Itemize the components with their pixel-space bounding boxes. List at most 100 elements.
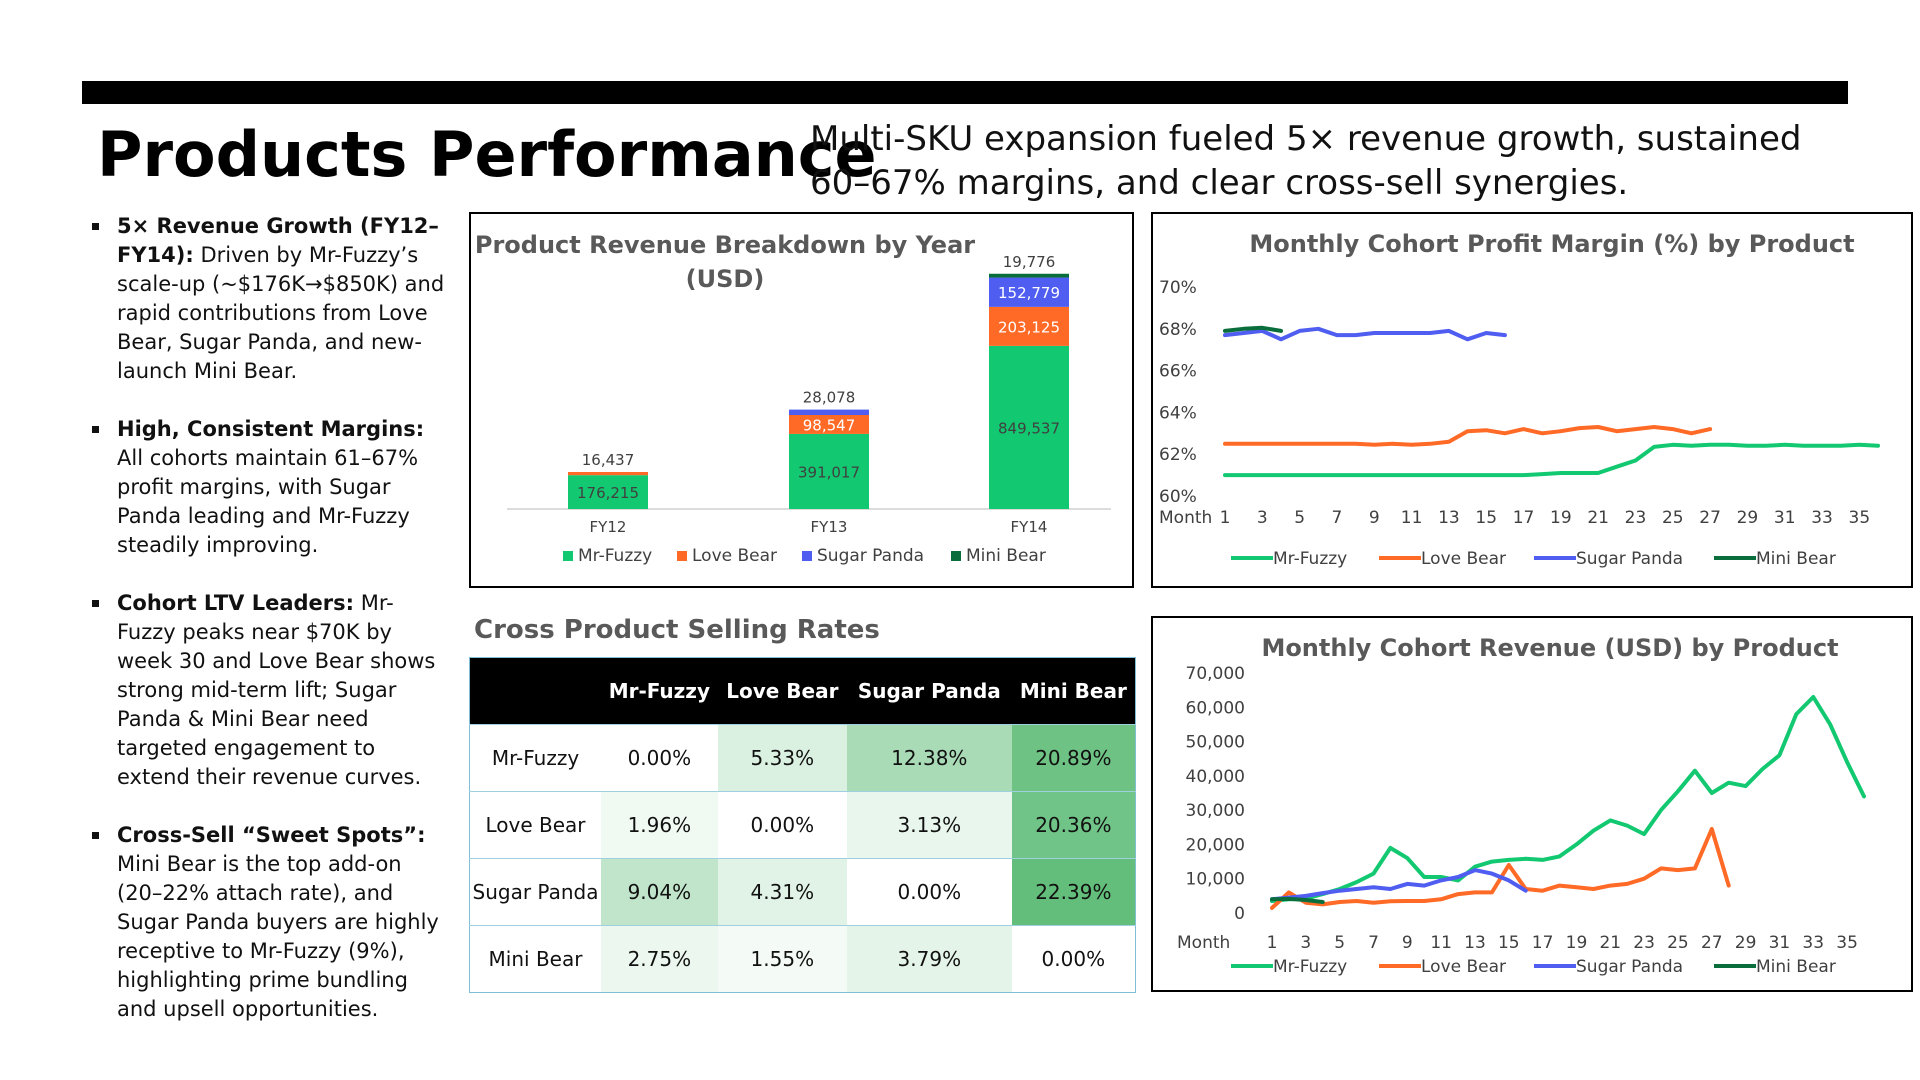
x-tick-label: 29 — [1735, 933, 1757, 953]
table-cell: 9.04% — [601, 858, 718, 926]
legend-label: Love Bear — [692, 546, 777, 566]
series-line-love-bear — [1223, 425, 1713, 447]
revenue-by-year-panel: Product Revenue Breakdown by Year (USD) … — [469, 212, 1134, 588]
cohort-revenue-chart: Monthly Cohort Revenue (USD) by Product … — [1177, 634, 1866, 977]
row-header: Sugar Panda — [469, 858, 601, 926]
x-tick-label: 11 — [1401, 508, 1423, 528]
table-cell: 3.13% — [846, 791, 1012, 859]
x-tick-label: FY12 — [590, 518, 627, 536]
x-axis-label: Month — [1159, 508, 1212, 528]
insight-text: Mr-Fuzzy peaks near $70K by week 30 and … — [117, 591, 436, 789]
table-cell: 0.00% — [601, 724, 718, 792]
column-header — [469, 657, 601, 725]
row-header: Mr-Fuzzy — [469, 724, 601, 792]
insight-item: High, Consistent Margins: All cohorts ma… — [90, 415, 450, 560]
data-label: 98,547 — [803, 416, 856, 434]
x-tick-label: 25 — [1662, 508, 1684, 528]
data-label: 16,437 — [582, 451, 635, 469]
table-cell: 3.79% — [846, 925, 1012, 993]
top-bar — [82, 81, 1848, 104]
y-tick-label: 70% — [1159, 278, 1197, 298]
x-tick-label: 11 — [1430, 933, 1452, 953]
row-header: Love Bear — [469, 791, 601, 859]
bar-mini-bear — [989, 273, 1069, 278]
x-tick-label: 7 — [1368, 933, 1379, 953]
legend-label: Sugar Panda — [1576, 957, 1683, 977]
table-cell: 1.55% — [717, 925, 847, 993]
x-tick-label: 13 — [1438, 508, 1460, 528]
insight-heading: High, Consistent Margins: — [117, 417, 425, 441]
table-cell: 20.36% — [1011, 791, 1136, 859]
chart-title: Product Revenue Breakdown by Year — [475, 231, 975, 259]
table-cell: 2.75% — [601, 925, 718, 993]
legend-label: Mini Bear — [966, 546, 1046, 566]
legend-label: Love Bear — [1421, 549, 1506, 569]
bar-mr-fuzzy — [789, 433, 869, 509]
table-cell: 4.31% — [717, 858, 847, 926]
x-tick-label: 27 — [1699, 508, 1721, 528]
bar-love-bear — [989, 306, 1069, 346]
bar-sugar-panda — [989, 277, 1069, 307]
bar-sugar-panda — [789, 409, 869, 416]
chart-title-line2: (USD) — [686, 265, 765, 293]
insight-text: Mini Bear is the top add-on (20–22% atta… — [117, 852, 439, 1021]
insight-heading: Cross-Sell “Sweet Spots”: — [117, 823, 426, 847]
bar-mr-fuzzy — [568, 475, 648, 509]
y-tick-label: 66% — [1159, 362, 1197, 382]
x-tick-label: 21 — [1587, 508, 1609, 528]
x-tick-label: 33 — [1802, 933, 1824, 953]
y-tick-label: 20,000 — [1186, 835, 1245, 855]
y-tick-label: 40,000 — [1186, 767, 1245, 787]
table-row: Mini Bear 2.75% 1.55% 3.79% 0.00% — [469, 925, 1136, 993]
legend-label: Mr-Fuzzy — [578, 546, 652, 566]
series-line-mr-fuzzy — [1223, 442, 1880, 478]
x-tick-label: 17 — [1532, 933, 1554, 953]
legend-label: Love Bear — [1421, 957, 1506, 977]
x-tick-label: 31 — [1769, 933, 1791, 953]
y-tick-label: 68% — [1159, 320, 1197, 340]
x-tick-label: FY14 — [1011, 518, 1048, 536]
legend-label: Sugar Panda — [1576, 549, 1683, 569]
x-tick-label: 33 — [1811, 508, 1833, 528]
x-tick-label: 5 — [1294, 508, 1305, 528]
bar-mr-fuzzy — [989, 345, 1069, 509]
legend-swatch-love-bear — [677, 551, 687, 561]
revenue-by-year-chart: Product Revenue Breakdown by Year (USD) … — [475, 231, 1111, 566]
x-tick-label: 21 — [1599, 933, 1621, 953]
table-header-row: Mr-Fuzzy Love Bear Sugar Panda Mini Bear — [469, 657, 1136, 725]
cohort-revenue-panel: Monthly Cohort Revenue (USD) by Product … — [1151, 616, 1913, 992]
x-tick-label: 3 — [1300, 933, 1311, 953]
table-row: Love Bear 1.96% 0.00% 3.13% 20.36% — [469, 791, 1136, 859]
series-line-mini-bear — [1270, 896, 1325, 904]
legend-swatch-mini-bear — [951, 551, 961, 561]
x-tick-label: 25 — [1667, 933, 1689, 953]
column-header: Mini Bear — [1011, 657, 1136, 725]
y-tick-label: 60,000 — [1186, 698, 1245, 718]
legend-label: Sugar Panda — [817, 546, 924, 566]
x-tick-label: 7 — [1332, 508, 1343, 528]
x-tick-label: 9 — [1402, 933, 1413, 953]
insight-item: 5× Revenue Growth (FY12–FY14): Driven by… — [90, 212, 450, 386]
legend-label: Mr-Fuzzy — [1273, 957, 1347, 977]
cross-sell-table: Mr-Fuzzy Love Bear Sugar Panda Mini Bear… — [469, 657, 1136, 993]
x-tick-label: 1 — [1220, 508, 1231, 528]
profit-margin-panel: Monthly Cohort Profit Margin (%) by Prod… — [1151, 212, 1913, 588]
column-header: Love Bear — [717, 657, 847, 725]
table-cell: 5.33% — [717, 724, 847, 792]
table-cell: 0.00% — [846, 858, 1012, 926]
table-cell: 0.00% — [717, 791, 847, 859]
chart-title: Monthly Cohort Revenue (USD) by Product — [1261, 634, 1838, 662]
series-line-mr-fuzzy — [1270, 695, 1866, 903]
legend-label: Mr-Fuzzy — [1273, 549, 1347, 569]
x-tick-label: 1 — [1267, 933, 1278, 953]
insight-heading: 5× Revenue Growth (FY12–FY14): — [117, 214, 439, 267]
x-tick-label: 5 — [1334, 933, 1345, 953]
profit-margin-chart: Monthly Cohort Profit Margin (%) by Prod… — [1159, 230, 1880, 569]
x-tick-label: 23 — [1625, 508, 1647, 528]
x-axis-label: Month — [1177, 933, 1230, 953]
table-cell: 12.38% — [846, 724, 1012, 792]
data-label: 849,537 — [998, 419, 1060, 437]
x-tick-label: 17 — [1513, 508, 1535, 528]
data-label: 19,776 — [1003, 253, 1056, 271]
x-tick-label: 15 — [1498, 933, 1520, 953]
